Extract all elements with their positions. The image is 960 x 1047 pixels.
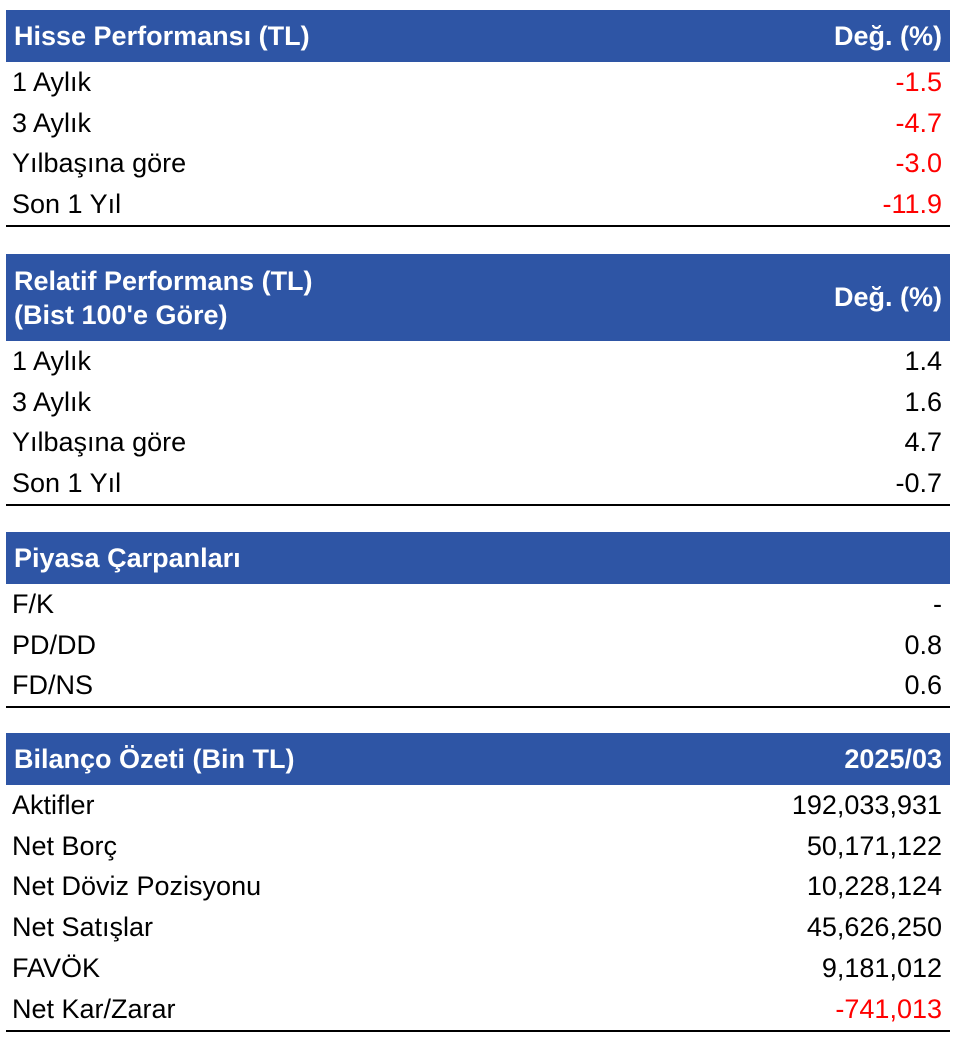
row-label: Net Borç xyxy=(12,830,118,861)
table-row: 3 Aylık -4.7 xyxy=(6,103,950,144)
row-label: Aktifler xyxy=(12,789,95,820)
balance-summary-title: Bilanço Özeti (Bin TL) xyxy=(14,744,295,774)
row-value: 0.6 xyxy=(904,670,942,701)
row-label: Yılbaşına göre xyxy=(12,427,187,458)
row-value: 4.7 xyxy=(904,427,942,458)
row-label: Net Kar/Zarar xyxy=(12,993,176,1024)
relative-performance-header: Relatif Performans (TL) (Bist 100'e Göre… xyxy=(6,254,950,341)
row-value: -11.9 xyxy=(882,189,942,220)
table-row: FD/NS 0.6 xyxy=(6,666,950,707)
row-label: Yılbaşına göre xyxy=(12,148,187,179)
table-row: Net Döviz Pozisyonu 10,228,124 xyxy=(6,867,950,908)
row-value: 10,228,124 xyxy=(806,871,942,902)
relative-performance-col-header: Değ. (%) xyxy=(834,282,942,312)
relative-performance-title: Relatif Performans (TL) (Bist 100'e Göre… xyxy=(14,264,313,332)
row-value: 45,626,250 xyxy=(806,912,942,943)
row-value: 1.6 xyxy=(904,386,942,417)
row-label: PD/DD xyxy=(12,629,97,660)
row-label: FAVÖK xyxy=(12,953,101,984)
market-multiples-table: Piyasa Çarpanları F/K - PD/DD 0.8 FD/NS … xyxy=(6,532,950,709)
stock-performance-col-header: Değ. (%) xyxy=(834,20,942,51)
row-value: -1.5 xyxy=(895,66,942,97)
relative-performance-table: Relatif Performans (TL) (Bist 100'e Göre… xyxy=(6,254,950,507)
balance-summary-table: Bilanço Özeti (Bin TL) 2025/03 Aktifler … xyxy=(6,733,950,1032)
row-value: 0.8 xyxy=(904,629,942,660)
table-row: F/K - xyxy=(6,584,950,625)
row-label: Son 1 Yıl xyxy=(12,189,122,220)
table-row: PD/DD 0.8 xyxy=(6,625,950,666)
table-row: Net Borç 50,171,122 xyxy=(6,826,950,867)
stock-performance-title: Hisse Performansı (TL) xyxy=(14,21,310,51)
row-value: 9,181,012 xyxy=(821,953,942,984)
row-value: - xyxy=(933,588,942,619)
row-label: 1 Aylık xyxy=(12,345,92,376)
row-value: -3.0 xyxy=(895,148,942,179)
relative-performance-title-line1: Relatif Performans (TL) xyxy=(14,265,313,296)
table-row: 1 Aylık 1.4 xyxy=(6,341,950,382)
row-label: FD/NS xyxy=(12,670,93,701)
table-bottom-rule xyxy=(6,1029,950,1032)
stock-performance-header: Hisse Performansı (TL) Değ. (%) xyxy=(6,10,950,62)
table-row: Aktifler 192,033,931 xyxy=(6,785,950,826)
market-multiples-title: Piyasa Çarpanları xyxy=(14,543,241,573)
table-bottom-rule xyxy=(6,504,950,507)
table-row: Yılbaşına göre -3.0 xyxy=(6,144,950,185)
row-value: -0.7 xyxy=(895,468,942,499)
table-row: 3 Aylık 1.6 xyxy=(6,382,950,423)
table-bottom-rule xyxy=(6,225,950,228)
market-multiples-header: Piyasa Çarpanları xyxy=(6,532,950,584)
row-label: Son 1 Yıl xyxy=(12,468,122,499)
balance-summary-header: Bilanço Özeti (Bin TL) 2025/03 xyxy=(6,733,950,785)
table-row: Son 1 Yıl -0.7 xyxy=(6,463,950,504)
table-row: Son 1 Yıl -11.9 xyxy=(6,184,950,225)
table-row: 1 Aylık -1.5 xyxy=(6,62,950,103)
row-value: 1.4 xyxy=(904,345,942,376)
row-label: 3 Aylık xyxy=(12,386,92,417)
row-value: 192,033,931 xyxy=(791,789,942,820)
row-value: -4.7 xyxy=(895,107,942,138)
table-row: FAVÖK 9,181,012 xyxy=(6,948,950,989)
row-label: Net Döviz Pozisyonu xyxy=(12,871,262,902)
stock-performance-table: Hisse Performansı (TL) Değ. (%) 1 Aylık … xyxy=(6,10,950,228)
row-label: 3 Aylık xyxy=(12,107,92,138)
relative-performance-title-line2: (Bist 100'e Göre) xyxy=(14,299,228,330)
table-row: Net Satışlar 45,626,250 xyxy=(6,907,950,948)
row-value: -741,013 xyxy=(835,993,942,1024)
row-label: Net Satışlar xyxy=(12,912,154,943)
row-label: 1 Aylık xyxy=(12,66,92,97)
table-bottom-rule xyxy=(6,706,950,709)
table-row: Net Kar/Zarar -741,013 xyxy=(6,989,950,1030)
row-value: 50,171,122 xyxy=(806,830,942,861)
balance-summary-col-header: 2025/03 xyxy=(844,743,942,774)
table-row: Yılbaşına göre 4.7 xyxy=(6,423,950,464)
row-label: F/K xyxy=(12,588,55,619)
